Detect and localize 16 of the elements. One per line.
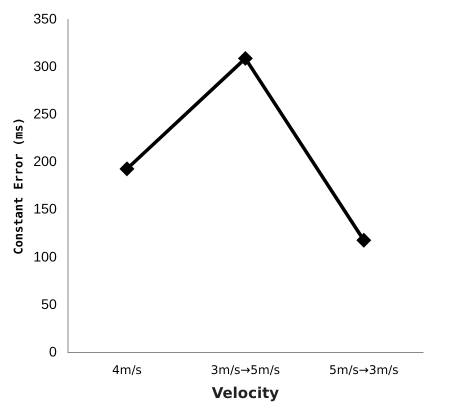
- y-tick-label: 300: [33, 58, 57, 74]
- y-tick-label: 150: [33, 200, 57, 217]
- y-tick-label: 0: [48, 343, 57, 360]
- y-tick-label: 350: [33, 10, 57, 26]
- y-tick-label: 50: [41, 296, 57, 312]
- point: [238, 52, 252, 66]
- y-tick-label: 200: [33, 153, 57, 170]
- y-axis-title: Constant Error (ms): [11, 117, 26, 255]
- x-tick-label: 5m/s→3m/s: [329, 362, 398, 377]
- point: [357, 234, 371, 248]
- point: [120, 162, 134, 176]
- y-tick-label: 100: [33, 248, 57, 264]
- x-axis-title: Velocity: [212, 384, 280, 402]
- x-tick-label: 4m/s: [112, 362, 142, 377]
- y-tick-label: 250: [33, 105, 57, 122]
- x-tick-label: 3m/s→5m/s: [210, 362, 280, 377]
